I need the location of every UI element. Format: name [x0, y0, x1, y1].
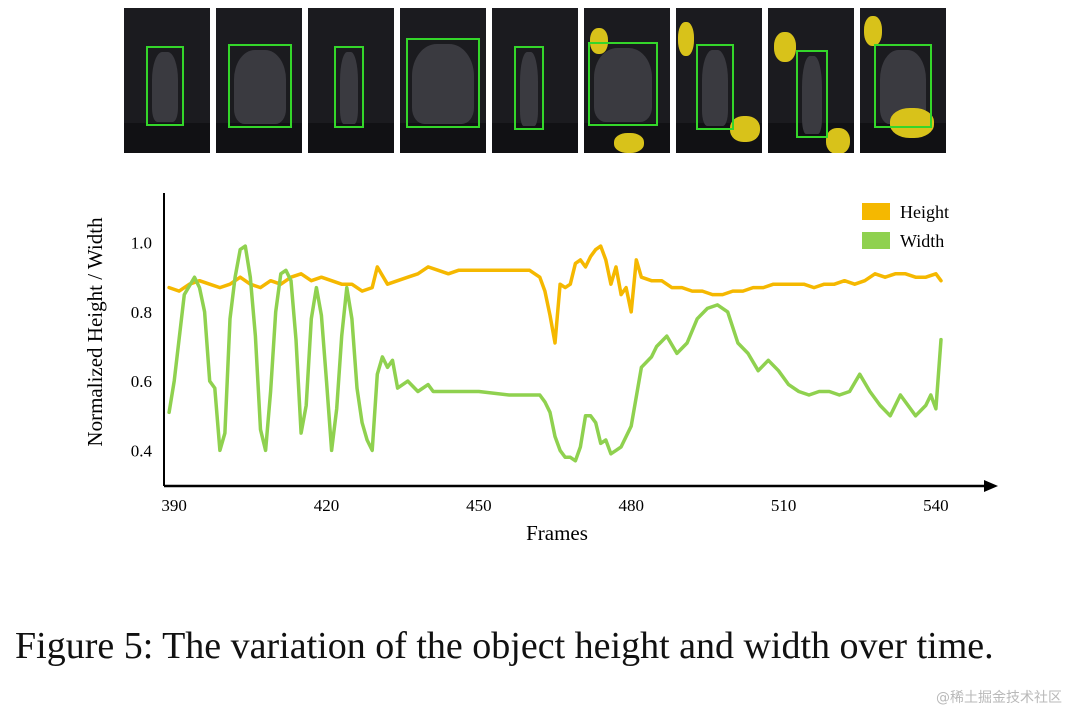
y-tick-label: 0.6 [131, 372, 152, 391]
background-dancer [614, 133, 644, 153]
dancer-silhouette [594, 48, 652, 122]
figure-caption: Figure 5: The variation of the object he… [15, 625, 994, 667]
legend-swatch-width [862, 232, 890, 249]
background-dancer [864, 16, 882, 46]
video-frame-thumbnail [492, 8, 578, 153]
x-tick-label: 390 [161, 496, 187, 515]
dancer-silhouette [702, 50, 728, 126]
legend-swatch-height [862, 203, 890, 220]
watermark: @稀土掘金技术社区 [936, 690, 1062, 706]
tracking-bounding-box [874, 44, 932, 128]
stage-floor [400, 123, 486, 153]
video-frame-thumbnail [308, 8, 394, 153]
stage-floor [124, 123, 210, 153]
y-tick-label: 0.8 [131, 303, 152, 322]
video-frame-thumbnail [584, 8, 670, 153]
height-width-chart: 390 420 450 480 510 540 0.4 0.6 0.8 1.0 Height Wid… [83, 193, 998, 545]
stage-floor [308, 123, 394, 153]
x-axis-arrowhead [984, 480, 998, 492]
chart-series [167, 244, 943, 463]
series-line-height [167, 244, 943, 345]
video-frame-thumbnail [124, 8, 210, 153]
y-axis-label: Normalized Height / Width [83, 217, 107, 447]
legend-label-width: Width [900, 231, 944, 251]
x-tick-label: 480 [618, 496, 644, 515]
x-tick-label: 540 [923, 496, 949, 515]
chart-axes [163, 193, 998, 492]
series-line-width [167, 244, 943, 463]
x-tick-label: 420 [314, 496, 340, 515]
tracking-bounding-box [588, 42, 658, 126]
background-dancer [890, 108, 934, 138]
chart-ticks: 390 420 450 480 510 540 0.4 0.6 0.8 1.0 [131, 234, 949, 515]
tracking-bounding-box [406, 38, 480, 128]
tracking-bounding-box [146, 46, 184, 126]
y-tick-label: 0.4 [131, 441, 153, 460]
background-dancer [678, 22, 694, 56]
dancer-silhouette [340, 52, 358, 124]
video-frame-thumbnail [216, 8, 302, 153]
video-frame-thumbnail [768, 8, 854, 153]
x-tick-label: 450 [466, 496, 492, 515]
chart-legend: Height Width [862, 202, 949, 251]
tracking-bounding-box [696, 44, 734, 130]
dancer-silhouette [234, 50, 286, 124]
dancer-silhouette [152, 52, 178, 122]
background-dancer [590, 28, 608, 54]
tracking-bounding-box [228, 44, 292, 128]
x-axis-label: Frames [526, 521, 588, 545]
x-tick-label: 510 [771, 496, 797, 515]
dancer-silhouette [412, 44, 474, 124]
video-frame-thumbnail [400, 8, 486, 153]
y-tick-label: 1.0 [131, 234, 152, 253]
dancer-silhouette [802, 56, 822, 134]
legend-label-height: Height [900, 202, 949, 222]
video-frame-thumbnail [860, 8, 946, 153]
background-dancer [774, 32, 796, 62]
tracking-bounding-box [514, 46, 544, 130]
video-frame-thumbnail [676, 8, 762, 153]
background-dancer [826, 128, 850, 153]
dancer-silhouette [520, 52, 538, 126]
background-dancer [730, 116, 760, 142]
tracking-bounding-box [796, 50, 828, 138]
tracking-bounding-box [334, 46, 364, 128]
video-frame-strip [124, 8, 954, 154]
stage-floor [216, 123, 302, 153]
